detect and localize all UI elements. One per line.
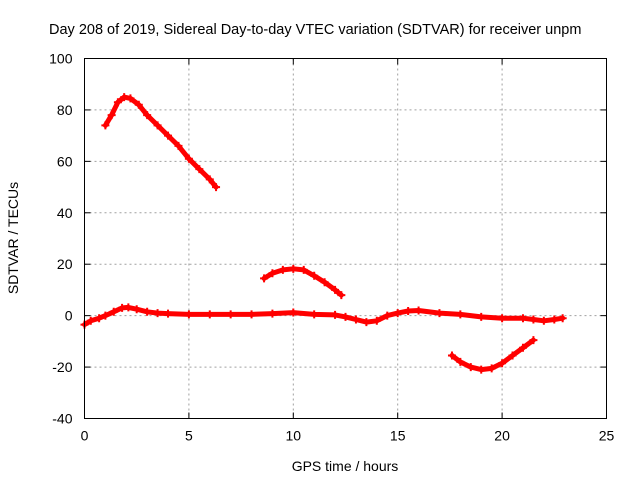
data-point (109, 307, 118, 316)
data-point (310, 271, 319, 280)
data-point (124, 303, 133, 312)
data-point (337, 291, 346, 300)
data-point (508, 351, 517, 360)
data-point (466, 363, 475, 372)
data-point (212, 183, 221, 192)
data-point (351, 315, 360, 324)
y-tick-label: 60 (57, 153, 73, 169)
data-point (320, 278, 329, 287)
data-point (247, 310, 256, 319)
data-point (498, 314, 507, 323)
data-point (539, 316, 548, 325)
y-tick-label: 80 (57, 102, 73, 118)
axis-ticks: 0 5 10 15 20 25 -40 -20 0 20 40 60 80 100 (49, 51, 614, 444)
data-point (310, 310, 319, 319)
data-point (529, 315, 538, 324)
data-point (289, 264, 298, 273)
data-point (184, 154, 193, 163)
data-point (498, 359, 507, 368)
x-tick-label: 10 (286, 428, 302, 444)
data-point (101, 121, 110, 130)
data-point (362, 318, 371, 327)
x-tick-label: 5 (185, 428, 193, 444)
data-point (86, 316, 95, 325)
data-point (372, 316, 381, 325)
data-point (205, 175, 214, 184)
data-point (143, 111, 152, 120)
data-point (550, 315, 559, 324)
data-point (132, 305, 141, 314)
y-tick-label: -40 (52, 411, 72, 427)
data-point (95, 314, 104, 323)
data-point (456, 357, 465, 366)
chart-title: Day 208 of 2019, Sidereal Day-to-day VTE… (49, 22, 581, 38)
data-point (184, 310, 193, 319)
x-tick-label: 25 (599, 428, 615, 444)
x-axis-label: GPS time / hours (292, 458, 399, 474)
data-point (278, 265, 287, 274)
data-point (143, 307, 152, 316)
data-point (268, 269, 277, 278)
data-point (113, 98, 122, 107)
data-point (529, 336, 538, 345)
data-point (195, 165, 204, 174)
data-point (435, 309, 444, 318)
data-point (477, 312, 486, 321)
plot-frame (84, 58, 607, 419)
data-point (268, 309, 277, 318)
data-point (164, 131, 173, 140)
data-series (80, 93, 567, 374)
data-point (558, 314, 567, 323)
data-point (153, 121, 162, 130)
x-tick-label: 15 (390, 428, 406, 444)
data-point (120, 93, 129, 102)
grid (84, 58, 607, 419)
data-point (477, 365, 486, 374)
y-tick-label: 20 (57, 256, 73, 272)
data-point (260, 274, 269, 283)
data-point (153, 309, 162, 318)
data-point (164, 309, 173, 318)
data-point (414, 306, 423, 315)
series-line-arc-1 (102, 94, 219, 190)
series-line-arc-4 (449, 337, 536, 373)
data-point (456, 310, 465, 319)
data-point (289, 308, 298, 317)
y-tick-label: 40 (57, 205, 73, 221)
y-tick-label: -20 (52, 359, 72, 375)
data-point (487, 364, 496, 373)
y-axis-label: SDTVAR / TECUs (5, 182, 21, 294)
data-point (393, 309, 402, 318)
data-point (341, 312, 350, 321)
data-point (226, 310, 235, 319)
data-point (299, 265, 308, 274)
data-point (518, 314, 527, 323)
data-point (126, 94, 135, 103)
data-point (205, 310, 214, 319)
data-point (331, 310, 340, 319)
data-point (331, 285, 340, 294)
y-tick-label: 100 (49, 51, 73, 67)
data-point (174, 141, 183, 150)
data-point (383, 311, 392, 320)
y-tick-label: 0 (65, 308, 73, 324)
data-point (404, 307, 413, 316)
data-point (447, 351, 456, 360)
data-point (134, 100, 143, 109)
data-point (107, 111, 116, 120)
x-tick-label: 0 (81, 428, 89, 444)
data-point (518, 343, 527, 352)
x-tick-label: 20 (494, 428, 510, 444)
data-point (101, 311, 110, 320)
